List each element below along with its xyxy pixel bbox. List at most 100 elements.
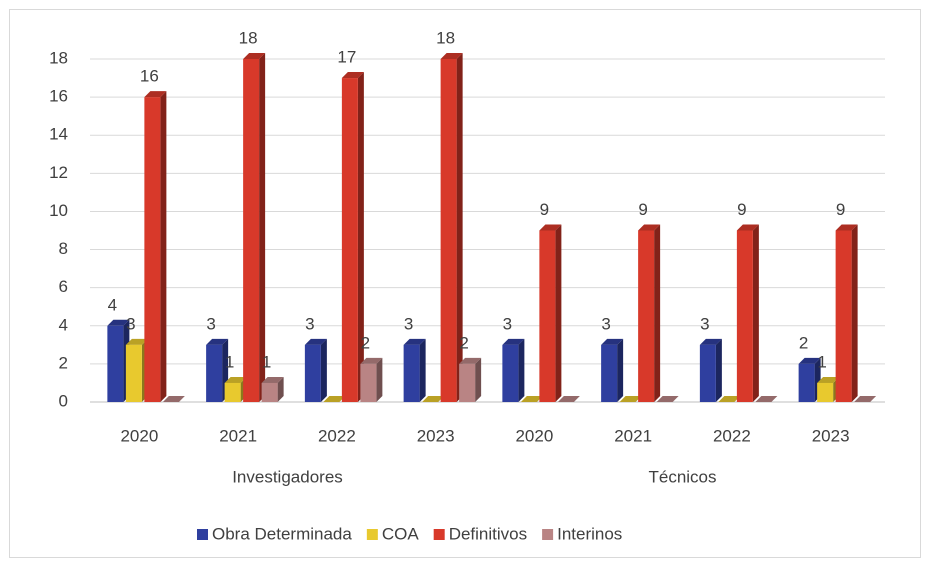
bar [144, 97, 161, 402]
group-label: Técnicos [648, 467, 716, 486]
data-label: 3 [700, 314, 709, 333]
data-label: 2 [361, 333, 370, 352]
data-label: 9 [638, 200, 647, 219]
y-tick-label: 14 [49, 125, 68, 144]
bar-side [715, 338, 722, 402]
x-tick-label: 2023 [812, 426, 850, 445]
bar-top [107, 319, 130, 326]
y-tick-label: 8 [59, 239, 68, 258]
bar-top [422, 396, 445, 402]
x-tick-label: 2021 [219, 426, 257, 445]
data-label: 3 [601, 314, 610, 333]
bar [403, 344, 420, 402]
legend-swatch [366, 529, 378, 540]
data-label: 3 [404, 314, 413, 333]
y-tick-label: 6 [59, 277, 68, 296]
data-label: 16 [140, 67, 159, 86]
y-tick-label: 16 [49, 87, 68, 106]
y-tick-label: 10 [49, 201, 68, 220]
data-label: 2 [799, 333, 808, 352]
bar-side [160, 91, 167, 402]
bar-top [360, 357, 383, 364]
x-tick-label: 2022 [318, 426, 356, 445]
bar-top [557, 396, 580, 402]
bar-top [243, 53, 266, 59]
data-label: 3 [305, 314, 314, 333]
bar [835, 230, 852, 402]
bar-top [206, 338, 229, 345]
bar [243, 59, 260, 402]
data-label: 1 [225, 352, 234, 371]
bar-top [304, 338, 327, 345]
legend-swatch [433, 529, 445, 540]
bar-side [277, 376, 284, 402]
y-tick-label: 0 [59, 391, 68, 410]
bar-top [619, 396, 642, 402]
bar [224, 382, 241, 402]
bar-top [502, 338, 525, 345]
bar [304, 344, 321, 402]
bar-side [259, 53, 266, 402]
data-label: 17 [337, 48, 356, 67]
bar [699, 344, 716, 402]
bar-top [261, 376, 284, 383]
bar-top [539, 224, 562, 231]
data-label: 1 [817, 352, 826, 371]
data-label: 18 [239, 28, 258, 47]
bar-top [736, 224, 759, 231]
legend-swatch [197, 529, 208, 540]
bar-top [601, 338, 624, 345]
bar-top [817, 376, 840, 383]
bar-top [440, 53, 463, 59]
data-label: 2 [459, 333, 468, 352]
data-label: 1 [262, 352, 271, 371]
x-tick-label: 2022 [713, 426, 751, 445]
y-tick-label: 4 [59, 315, 68, 334]
bar-side [320, 338, 327, 402]
bar [502, 344, 519, 402]
bar-top [403, 338, 426, 345]
y-tick-label: 18 [49, 48, 68, 67]
bar-top [798, 357, 821, 364]
bar [360, 363, 377, 402]
data-label: 9 [737, 200, 746, 219]
y-tick-label: 12 [49, 163, 68, 182]
bar-side [752, 224, 759, 402]
data-label: 3 [503, 314, 512, 333]
bar [638, 230, 655, 402]
bar [341, 78, 358, 403]
bar [798, 363, 815, 402]
legend-label: COA [382, 524, 420, 543]
bar [817, 382, 834, 402]
x-tick-label: 2020 [515, 426, 553, 445]
data-label: 9 [836, 200, 845, 219]
bar-side [456, 53, 463, 402]
bar-side [475, 357, 482, 402]
bar-side [654, 224, 661, 402]
bar [736, 230, 753, 402]
legend-label: Definitivos [449, 524, 527, 543]
y-tick-label: 2 [59, 353, 68, 372]
bar-top [656, 396, 679, 402]
bar-top [718, 396, 741, 402]
bar-top [520, 396, 543, 402]
bar-side [851, 224, 858, 402]
bar-side [617, 338, 624, 402]
bar [440, 59, 457, 402]
legend-swatch [542, 529, 554, 540]
bar-top [162, 396, 185, 402]
x-tick-label: 2023 [417, 426, 455, 445]
data-label: 9 [540, 200, 549, 219]
data-label: 18 [436, 28, 455, 47]
bar [206, 344, 223, 402]
bar [107, 325, 124, 402]
bar-side [357, 72, 364, 403]
bar-top [835, 224, 858, 231]
bar-top [854, 396, 877, 402]
data-label: 3 [206, 314, 215, 333]
bar-top [699, 338, 722, 345]
legend-label: Interinos [557, 524, 622, 543]
bar-side [376, 357, 383, 402]
bar-top [638, 224, 661, 231]
